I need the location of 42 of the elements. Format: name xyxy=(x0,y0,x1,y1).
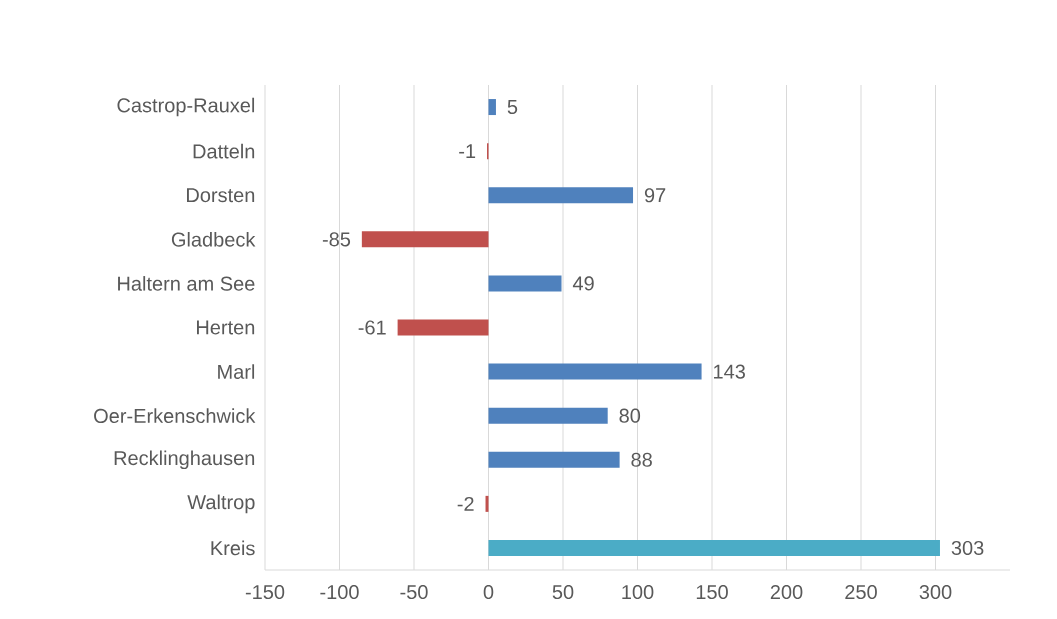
x-tick-label: 250 xyxy=(845,584,877,600)
x-tick-label: -150 xyxy=(245,584,285,600)
data-label: 88 xyxy=(631,452,652,467)
x-tick-label: 300 xyxy=(919,584,952,600)
y-tick-label: Haltern am See xyxy=(118,276,255,291)
y-tick-label: Oer-Erkenschwick xyxy=(94,408,256,424)
bar xyxy=(488,451,620,468)
data-label: 143 xyxy=(714,364,745,379)
data-label: -61 xyxy=(358,320,386,335)
bar xyxy=(488,539,940,556)
y-tick-label: Castrop-Rauxel xyxy=(117,97,255,117)
data-label: 49 xyxy=(572,276,594,291)
data-label: 80 xyxy=(619,408,641,423)
bar xyxy=(488,363,702,380)
y-tick-label: Kreis xyxy=(211,540,255,556)
bar xyxy=(488,99,496,116)
y-tick-label: Datteln xyxy=(193,143,255,159)
y-tick-label: Marl xyxy=(218,364,255,379)
data-label: 97 xyxy=(644,188,666,203)
data-label: 5 xyxy=(507,100,518,115)
x-tick-label: 200 xyxy=(770,584,803,600)
data-label: -2 xyxy=(457,496,474,511)
data-label: -85 xyxy=(322,232,351,247)
bar xyxy=(488,275,562,292)
x-tick-label: -50 xyxy=(400,584,428,600)
y-tick-label: Herten xyxy=(197,320,255,335)
x-tick-label: -100 xyxy=(320,584,359,600)
x-tick-label: 50 xyxy=(552,584,574,600)
y-tick-label: Waltrop xyxy=(187,494,255,514)
y-tick-label: Dorsten xyxy=(187,188,255,203)
bar xyxy=(397,319,489,336)
y-tick-label: Recklinghausen xyxy=(114,450,255,470)
y-tick-label: Gladbeck xyxy=(171,231,256,247)
bar xyxy=(488,407,608,424)
x-tick-label: 150 xyxy=(696,584,728,600)
x-tick-label: 100 xyxy=(622,584,654,600)
bar xyxy=(485,495,489,512)
data-label: 303 xyxy=(951,540,984,556)
data-label: -1 xyxy=(459,144,476,159)
bar xyxy=(488,187,634,204)
bar xyxy=(361,231,489,248)
x-tick-label: 0 xyxy=(483,584,494,600)
